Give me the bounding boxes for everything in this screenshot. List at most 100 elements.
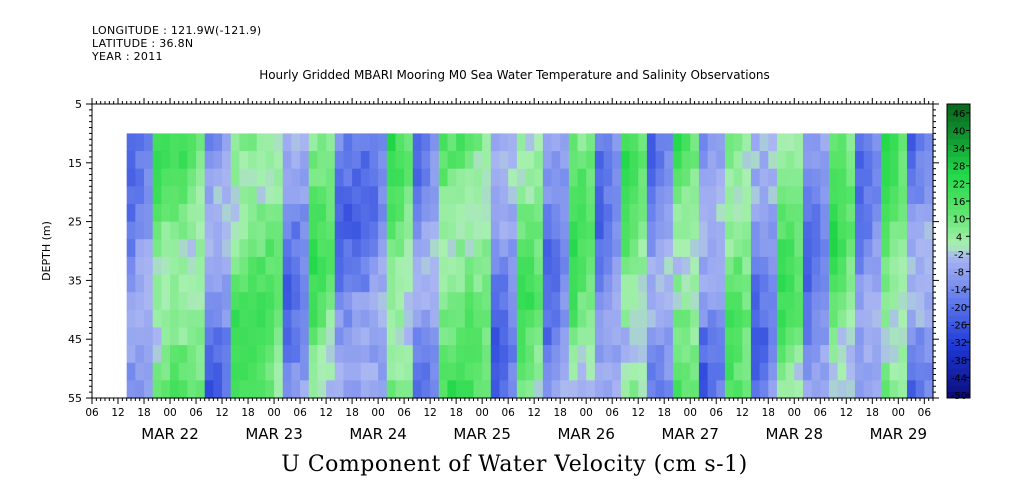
heatmap-cell [126, 345, 136, 364]
colorbar-swatch [947, 145, 970, 152]
heatmap-cell [369, 239, 379, 258]
heatmap-cell [187, 239, 197, 258]
heatmap-cell [655, 239, 665, 258]
heatmap-cell [204, 203, 214, 223]
heatmap-cell [586, 239, 596, 258]
heatmap-cell [256, 362, 266, 381]
heatmap-cell [490, 256, 501, 276]
heatmap-cell [525, 239, 535, 258]
heatmap-cell [889, 239, 899, 258]
heatmap-cell [386, 186, 397, 205]
heatmap-cell [369, 151, 379, 170]
heatmap-cell [880, 168, 891, 187]
heatmap-cell [915, 256, 925, 276]
heatmap-cell [456, 380, 466, 399]
heatmap-cell [135, 345, 145, 364]
heatmap-cell [638, 221, 648, 240]
heatmap-cell [421, 292, 431, 311]
heatmap-cell [906, 239, 917, 258]
heatmap-cell [291, 292, 301, 311]
heatmap-cell [638, 327, 648, 346]
colorbar-swatch [947, 245, 970, 252]
heatmap-cell [776, 151, 787, 170]
heatmap-cell [872, 345, 882, 364]
heatmap-cell [924, 362, 934, 381]
heatmap-cell [308, 203, 319, 223]
heatmap-cell [724, 256, 735, 276]
heatmap-cell [828, 256, 839, 276]
heatmap-cell [334, 221, 345, 240]
heatmap-cell [135, 362, 145, 381]
heatmap-cell [542, 327, 553, 346]
heatmap-cell [421, 345, 431, 364]
heatmap-cell [638, 292, 648, 311]
heatmap-cell [742, 151, 752, 170]
heatmap-cell [872, 203, 882, 223]
heatmap-cell [560, 239, 570, 258]
heatmap-cell [872, 221, 882, 240]
heatmap-cell [820, 133, 830, 152]
heatmap-cell [170, 133, 180, 152]
heatmap-cell [230, 380, 240, 399]
heatmap-cell [213, 203, 223, 223]
heatmap-cell [508, 203, 518, 223]
heatmap-cell [308, 345, 319, 364]
heatmap-cell [664, 274, 674, 293]
heatmap-cell [378, 309, 388, 329]
heatmap-cell [317, 256, 327, 276]
heatmap-cell [620, 362, 631, 381]
heatmap-cell [898, 274, 908, 293]
heatmap-cell [629, 292, 639, 311]
heatmap-cell [170, 151, 180, 170]
heatmap-cell [733, 309, 743, 329]
heatmap-cell [828, 151, 839, 170]
heatmap-cell [776, 203, 787, 223]
heatmap-cell [369, 327, 379, 346]
heatmap-cell [664, 256, 674, 276]
heatmap-cell [170, 186, 180, 205]
heatmap-cell [239, 186, 249, 205]
heatmap-cell [733, 203, 743, 223]
heatmap-cell [742, 168, 752, 187]
heatmap-cell [412, 221, 423, 240]
heatmap-cell [490, 133, 501, 152]
heatmap-cell [369, 186, 379, 205]
heatmap-cell [170, 309, 180, 329]
heatmap-cell [447, 292, 457, 311]
heatmap-cell [854, 133, 865, 152]
heatmap-cell [664, 186, 674, 205]
heatmap-cell [213, 221, 223, 240]
heatmap-cell [395, 203, 405, 223]
heatmap-cell [369, 256, 379, 276]
heatmap-cell [655, 327, 665, 346]
heatmap-cell [395, 239, 405, 258]
heatmap-cell [768, 151, 778, 170]
heatmap-cell [820, 151, 830, 170]
heatmap-cell [794, 186, 804, 205]
heatmap-cell [655, 256, 665, 276]
heatmap-cell [577, 186, 587, 205]
heatmap-cell [594, 292, 605, 311]
heatmap-cell [473, 309, 483, 329]
heatmap-cell [586, 309, 596, 329]
heatmap-cell [811, 239, 821, 258]
heatmap-cell [369, 345, 379, 364]
colorbar-swatch [947, 327, 970, 334]
heatmap-cell [386, 203, 397, 223]
heatmap-cell [404, 168, 414, 187]
heatmap-cell [213, 168, 223, 187]
x-date-label: MAR 26 [557, 425, 614, 443]
heatmap-cell [733, 345, 743, 364]
heatmap-cell [863, 292, 873, 311]
heatmap-cell [716, 256, 726, 276]
heatmap-cell [196, 239, 206, 258]
heatmap-cell [430, 133, 440, 152]
heatmap-cell [794, 309, 804, 329]
heatmap-cell [612, 133, 622, 152]
heatmap-cell [898, 221, 908, 240]
heatmap-cell [620, 151, 631, 170]
heatmap-cell [802, 186, 813, 205]
colorbar-label: 10 [953, 215, 966, 226]
heatmap-cell [568, 133, 579, 152]
heatmap-cell [785, 221, 795, 240]
